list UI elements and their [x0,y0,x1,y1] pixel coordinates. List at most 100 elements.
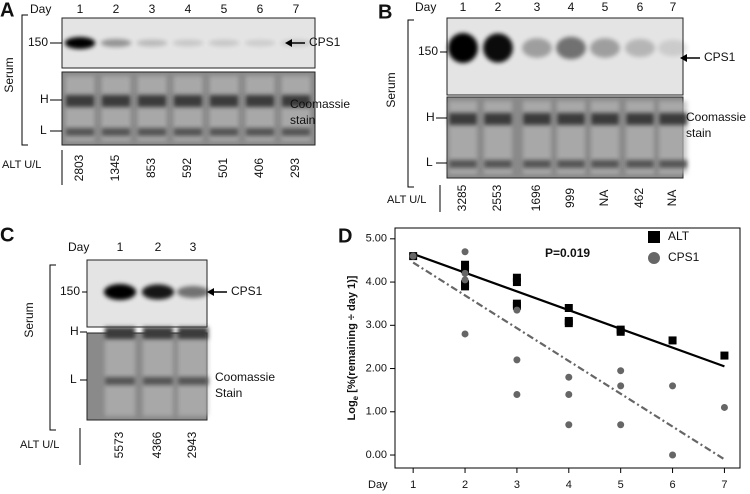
lane-label: 1 [460,0,467,14]
data-point [461,276,469,284]
blot-band [141,284,175,300]
arrow-head [207,288,214,296]
legend-marker [648,252,660,264]
lane-label: 1 [117,240,124,254]
arrow-head [680,54,687,62]
blot-band [448,33,478,63]
arrow-head [285,39,292,47]
gel-lane [142,337,174,416]
alt-value: 501 [216,158,230,178]
gel-band [484,160,512,168]
lane-label: 4 [185,2,192,16]
stain-label: stain [686,126,711,140]
data-point [720,403,728,411]
y-tick-label: 1.00 [366,406,387,418]
stain-label: Coomassie [290,97,350,111]
blot-band [64,37,96,49]
alt-value: 999 [563,188,577,208]
alt-label: ALT U/L [20,439,59,451]
gel-band [245,128,275,136]
lane-label: 2 [495,0,502,14]
alt-value: 406 [252,158,266,178]
gel-band [449,113,477,125]
alt-value: NA [597,190,611,207]
x-tick-label: 7 [721,479,727,491]
gel-band [281,128,311,136]
alt-value: 4366 [150,431,164,458]
plot-frame [394,227,741,469]
gel-band [523,160,551,168]
protein-label: CPS1 [309,35,341,49]
y-tick-label: 4.00 [366,276,387,288]
bracket [407,19,414,188]
lane-label: 7 [670,0,677,14]
gel-band [626,113,654,125]
data-point [512,273,521,282]
gel-band [104,327,136,339]
alt-value: 3285 [455,184,469,211]
data-point [513,390,521,398]
stain-label: Coomassie [686,110,746,124]
gel-band [626,160,654,168]
blot-band [103,284,137,300]
alt-value: 5573 [112,431,126,458]
blot-band [136,39,168,47]
lane-label: 5 [602,0,609,14]
alt-value: 853 [144,158,158,178]
gel-band [659,113,687,125]
data-point [669,382,677,390]
gel-band [101,128,131,136]
data-point [617,382,625,390]
lane-label: 3 [149,2,156,16]
mw-label: 150 [418,44,438,58]
l-label: L [426,155,433,169]
data-point [617,421,625,429]
alt-label: ALT U/L [2,159,41,171]
gel-band [137,95,167,107]
gel-band [173,128,203,136]
data-point [565,390,573,398]
y-tick-label: 5.00 [366,233,387,245]
data-point [461,269,469,277]
x-tick-label: 2 [462,479,468,491]
gel-band [173,95,203,107]
lane-label: 6 [257,2,264,16]
data-point [720,351,729,360]
legend-label: CPS1 [668,250,700,264]
serum-label: Serum [22,302,36,337]
alt-value: 1345 [108,154,122,181]
lane-label: 5 [221,2,228,16]
gel-band [101,95,131,107]
panel-letter: C [0,224,14,246]
blot-band [483,33,513,63]
gel-band [591,160,619,168]
lane-label: 6 [637,0,644,14]
gel-band [449,160,477,168]
day-label: Day [68,240,89,254]
blot-band [176,286,210,298]
gel-band [557,160,585,168]
stain-label: Coomassie [215,370,275,384]
data-point [461,330,469,338]
blot-band [208,39,240,47]
gel-band [659,160,687,168]
gel-band [65,95,95,107]
lane-label: 3 [190,240,197,254]
h-label: H [70,324,79,338]
gel-band [142,377,174,385]
data-point [564,319,573,328]
alt-value: 2803 [72,154,86,181]
l-label: L [40,123,47,137]
blot-band [625,39,655,57]
gel-band [65,128,95,136]
data-point [565,421,573,429]
gel-band [591,113,619,125]
data-point [668,336,677,345]
day-label: Day [415,0,436,14]
legend-marker [648,231,660,243]
y-tick-label: 3.00 [366,319,387,331]
data-point [564,304,573,312]
data-point [409,252,417,260]
gel-band [177,377,209,385]
